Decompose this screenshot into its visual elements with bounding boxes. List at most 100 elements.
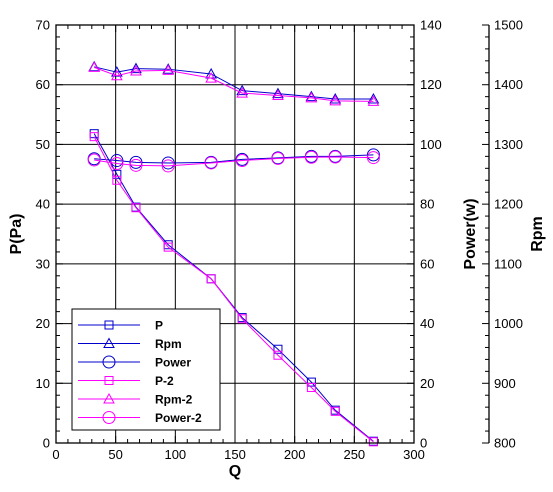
circle-marker	[271, 151, 285, 165]
y-right-axis-title: Power(w)	[462, 198, 479, 269]
y-right-tick-label: 40	[420, 316, 434, 331]
y-left-tick-label: 70	[36, 18, 50, 33]
legend-circle-marker	[102, 355, 116, 369]
triangle-marker	[130, 62, 142, 74]
triangle-marker	[305, 90, 318, 102]
circle-marker	[129, 155, 143, 169]
y-right-tick-label: 120	[420, 77, 442, 92]
series-rpm	[88, 60, 380, 104]
circle-marker	[366, 148, 380, 162]
series-line	[94, 156, 374, 167]
triangle-marker	[205, 72, 217, 83]
triangle-marker	[272, 89, 284, 100]
legend-item: Power	[78, 355, 191, 370]
x-tick-label: 300	[403, 447, 425, 462]
triangle-marker	[272, 87, 284, 99]
y-left-tick-label: 20	[36, 316, 50, 331]
series-line	[94, 154, 374, 164]
y-left-tick-label: 40	[36, 197, 50, 212]
plot-series	[87, 60, 380, 447]
circle-marker	[110, 154, 124, 168]
triangle-marker	[367, 93, 380, 104]
y-right-tick-label: 140	[420, 18, 442, 33]
y-right-tick-label: 0	[420, 436, 427, 451]
square-marker	[237, 314, 247, 324]
y-left-tick-label: 0	[43, 436, 50, 451]
triangle-marker	[111, 69, 123, 81]
y-left-tick-label: 60	[36, 77, 50, 92]
circle-marker	[161, 159, 175, 173]
legend-triangle-marker	[103, 337, 115, 348]
square-marker	[131, 203, 141, 213]
circle-marker	[235, 154, 249, 168]
triangle-marker	[236, 84, 249, 96]
square-marker	[89, 132, 99, 142]
legend-label: P	[155, 319, 163, 333]
square-marker	[163, 242, 173, 252]
circle-marker	[129, 158, 143, 172]
triangle-marker	[329, 94, 342, 106]
rpm-tick-label: 1400	[494, 77, 523, 92]
rpm-tick-label: 1200	[494, 197, 523, 212]
triangle-marker	[305, 91, 318, 103]
triangle-marker	[162, 64, 175, 75]
legend-label: Rpm-2	[155, 393, 193, 407]
series-line	[94, 66, 374, 100]
circle-marker	[304, 150, 318, 164]
circle-marker	[204, 156, 218, 170]
y-right-tick-label: 100	[420, 137, 442, 152]
x-axis-title: Q	[229, 463, 241, 480]
square-marker	[273, 350, 283, 360]
legend-item: P	[78, 319, 163, 333]
circle-marker	[87, 153, 101, 167]
series-power-2	[87, 150, 380, 173]
legend: P Rpm Power P-2 Rpm-2 Power-2	[71, 308, 221, 431]
series-power	[87, 148, 380, 170]
circle-marker	[328, 150, 342, 164]
legend-circle-marker	[102, 411, 116, 424]
rpm-tick-label: 800	[494, 436, 516, 451]
triangle-marker	[329, 93, 342, 104]
x-tick-label: 0	[52, 447, 59, 462]
circle-marker	[110, 157, 124, 171]
y-right-tick-label: 80	[420, 197, 434, 212]
x-tick-label: 150	[224, 447, 246, 462]
legend-item: Rpm	[78, 337, 182, 351]
triangle-marker	[130, 64, 142, 76]
y-right-tick-label: 60	[420, 256, 434, 271]
legend-item: Rpm-2	[78, 393, 193, 407]
y-left-tick-label: 10	[36, 376, 50, 391]
rpm-tick-label: 900	[494, 376, 516, 391]
circle-marker	[161, 156, 175, 170]
legend-label: Power-2	[155, 411, 202, 425]
square-marker	[306, 382, 316, 392]
rpm-axis-title: Rpm	[529, 216, 546, 252]
triangle-marker	[367, 95, 380, 106]
legend-item: Power-2	[78, 411, 202, 425]
square-marker	[112, 175, 122, 185]
rpm-tick-label: 1000	[494, 316, 523, 331]
legend-item: P-2	[78, 374, 174, 388]
square-marker	[330, 406, 340, 416]
circle-marker	[366, 151, 380, 165]
legend-label: P-2	[155, 374, 174, 388]
legend-square-marker	[104, 320, 114, 330]
x-tick-label: 250	[343, 447, 365, 462]
square-marker	[273, 344, 283, 354]
legend-label: Power	[155, 356, 191, 370]
rpm-tick-label: 1500	[494, 18, 523, 33]
x-tick-label: 200	[284, 447, 306, 462]
y-right-tick-label: 20	[420, 376, 434, 391]
legend-box	[71, 308, 221, 431]
series-p-2	[89, 132, 378, 447]
square-marker	[112, 169, 122, 179]
series-line	[94, 66, 374, 102]
triangle-marker	[236, 87, 249, 98]
y-left-tick-label: 30	[36, 256, 50, 271]
x-tick-label: 50	[108, 447, 122, 462]
square-marker	[306, 377, 316, 387]
rpm-tick-label: 1300	[494, 137, 523, 152]
triangle-marker	[88, 61, 101, 72]
series-line	[93, 136, 374, 443]
